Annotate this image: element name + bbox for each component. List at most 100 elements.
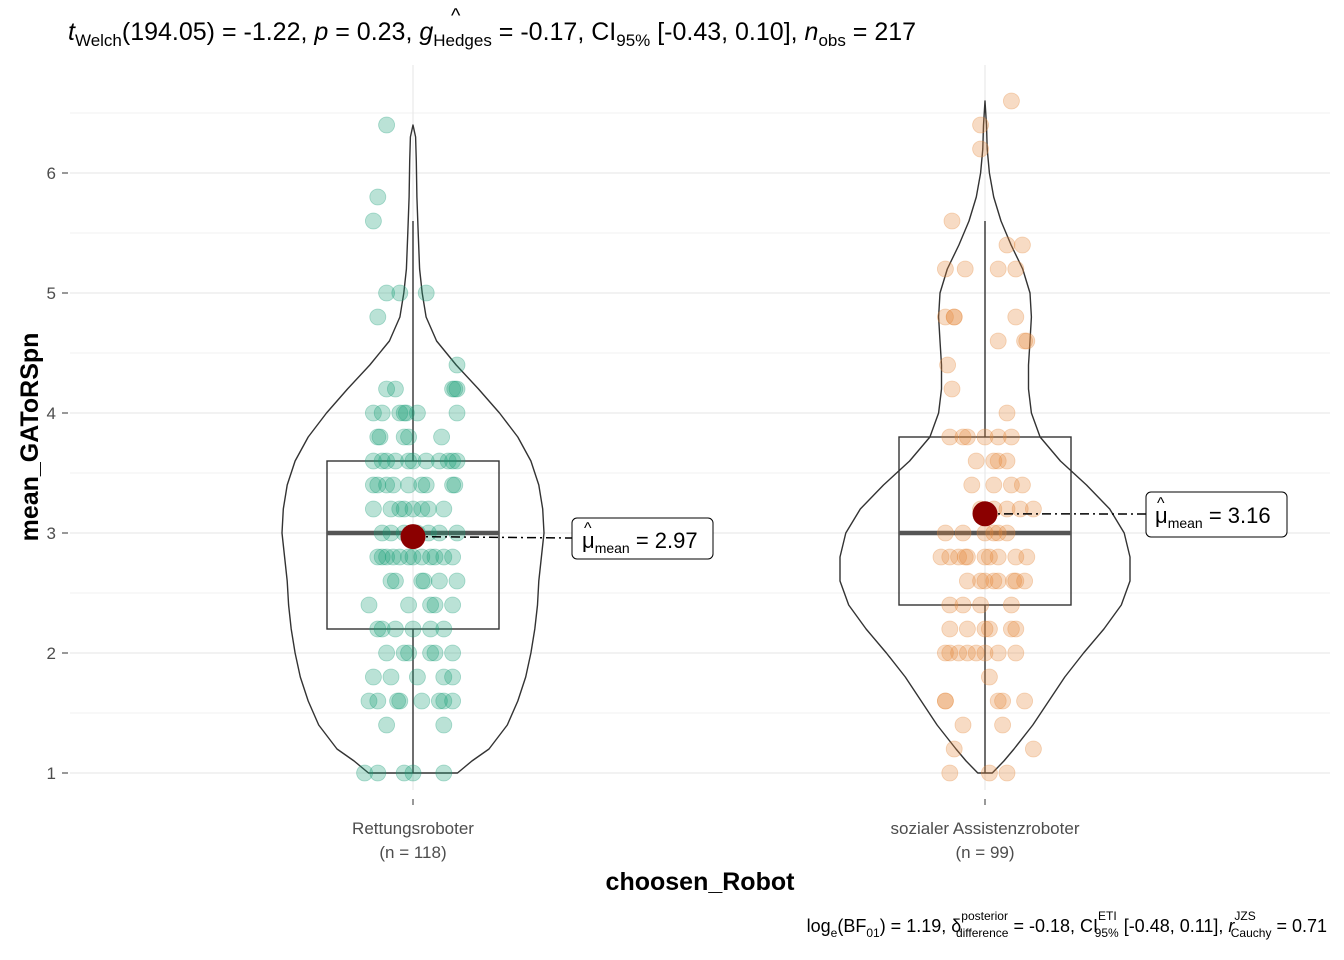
y-tick-label: 3 — [47, 524, 56, 543]
data-point — [391, 404, 409, 422]
data-point — [989, 428, 1007, 446]
violins — [281, 100, 1131, 774]
data-point — [378, 380, 396, 398]
data-point — [404, 500, 422, 518]
data-point — [378, 716, 396, 734]
data-point — [932, 548, 950, 566]
data-point — [1003, 620, 1020, 638]
data-point — [430, 452, 448, 470]
data-point — [386, 620, 404, 638]
data-point — [954, 428, 972, 446]
title-g-hat: ^ — [451, 5, 461, 27]
data-points — [356, 92, 1042, 782]
data-point — [378, 476, 396, 494]
data-point — [384, 548, 402, 566]
data-point — [369, 428, 387, 446]
data-point — [989, 332, 1007, 350]
data-point — [369, 692, 387, 710]
mean-connector — [412, 535, 573, 539]
data-point — [422, 620, 440, 638]
data-point — [389, 692, 407, 710]
data-point — [985, 476, 1003, 494]
boxplots — [326, 221, 1072, 773]
data-point — [959, 428, 976, 446]
data-point — [369, 548, 387, 566]
data-point — [1003, 596, 1020, 614]
data-point — [985, 572, 1003, 590]
data-point — [415, 572, 433, 590]
data-point — [426, 596, 444, 614]
data-point — [941, 596, 959, 614]
data-point — [400, 428, 418, 446]
data-point — [945, 308, 963, 326]
data-point — [395, 500, 413, 518]
data-point — [391, 500, 409, 518]
data-point — [382, 524, 400, 542]
data-point — [1018, 548, 1036, 566]
data-point — [1011, 500, 1029, 518]
data-point — [959, 644, 976, 662]
data-point — [959, 620, 976, 638]
data-point — [1016, 692, 1033, 710]
svg-text:μmean = 2.97: μmean = 2.97 — [582, 528, 698, 556]
data-point — [989, 572, 1007, 590]
data-point — [364, 500, 382, 518]
x-tick-n-label: (n = 99) — [955, 843, 1014, 862]
data-point — [972, 596, 989, 614]
violin — [839, 100, 1131, 774]
data-point — [404, 452, 422, 470]
data-point — [413, 500, 431, 518]
data-point — [1018, 332, 1036, 350]
data-point — [435, 500, 453, 518]
data-point — [426, 644, 444, 662]
data-point — [382, 572, 400, 590]
data-point — [404, 620, 422, 638]
data-point — [417, 452, 435, 470]
data-point — [419, 500, 437, 518]
data-point — [945, 740, 963, 758]
y-tick-label: 5 — [47, 284, 56, 303]
violin — [281, 124, 545, 774]
data-point — [400, 644, 418, 662]
data-point — [998, 764, 1016, 782]
svg-text:μmean = 3.16: μmean = 3.16 — [1155, 503, 1271, 531]
data-point — [373, 452, 391, 470]
y-tick-label: 4 — [47, 404, 56, 423]
data-point — [1007, 644, 1025, 662]
data-point — [378, 644, 396, 662]
data-point — [446, 380, 464, 398]
data-point — [373, 524, 391, 542]
data-point — [364, 452, 382, 470]
data-point — [937, 644, 954, 662]
data-point — [989, 644, 1007, 662]
data-point — [1007, 260, 1025, 278]
data-point — [360, 596, 378, 614]
data-point — [976, 428, 994, 446]
data-point — [956, 260, 974, 278]
data-point — [444, 644, 462, 662]
data-point — [444, 452, 462, 470]
data-point — [998, 404, 1016, 422]
data-point — [400, 596, 418, 614]
x-tick-n-label: (n = 118) — [379, 843, 446, 862]
grid-lines — [70, 65, 1330, 790]
data-point — [1025, 740, 1042, 758]
data-point — [446, 476, 464, 494]
mean-label-rettungsroboter: μmean = 2.97 ^ — [571, 517, 714, 560]
data-point — [391, 284, 409, 302]
data-point — [382, 668, 400, 686]
data-point — [378, 284, 396, 302]
data-point — [1003, 476, 1020, 494]
data-point — [1025, 500, 1042, 518]
data-point — [371, 428, 389, 446]
data-point — [404, 764, 422, 782]
data-point — [400, 452, 418, 470]
data-point — [430, 692, 448, 710]
data-point — [981, 764, 998, 782]
data-point — [1007, 572, 1025, 590]
data-point — [422, 596, 440, 614]
data-point — [422, 548, 440, 566]
data-point — [413, 476, 431, 494]
data-point — [985, 452, 1003, 470]
data-point — [373, 548, 391, 566]
